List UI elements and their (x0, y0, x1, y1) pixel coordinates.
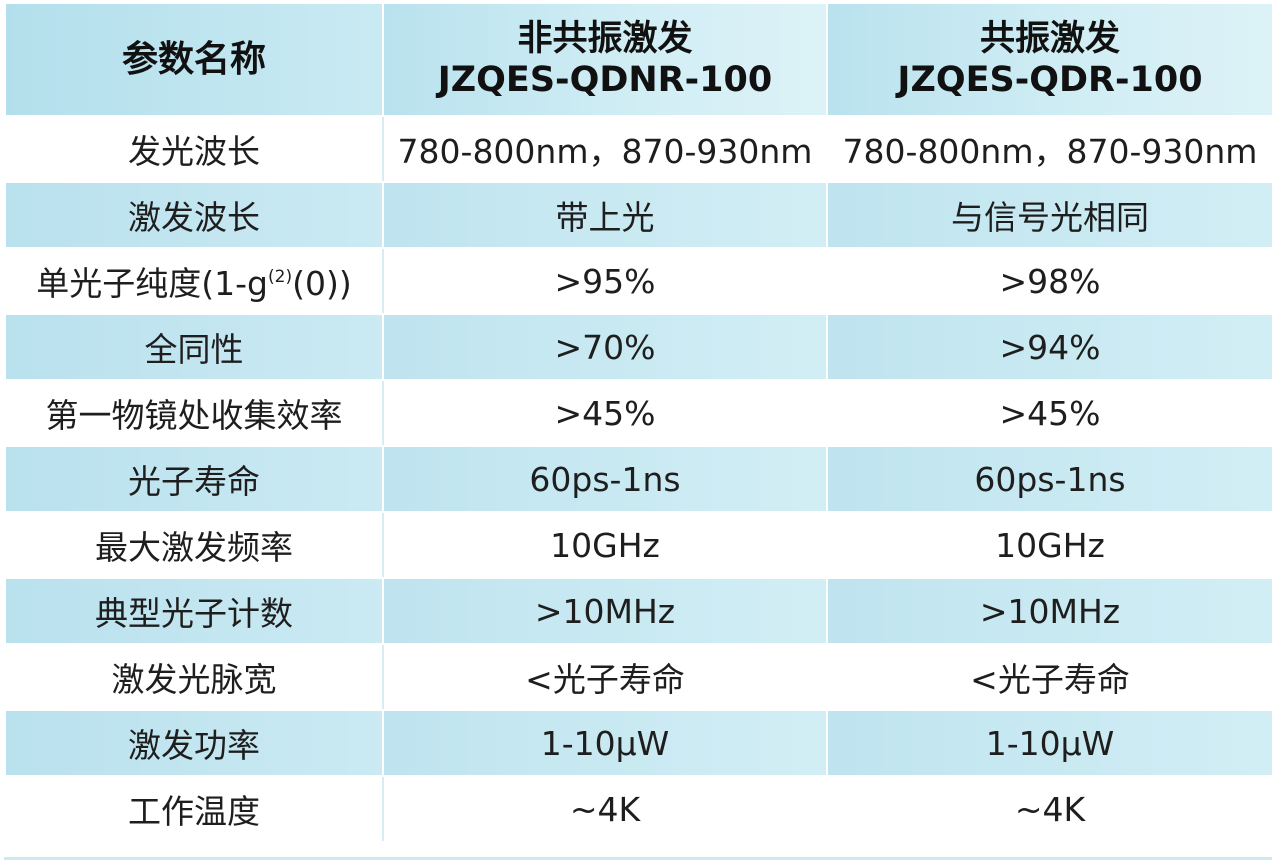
param-cell: 第一物镜处收集效率 (4, 379, 384, 447)
resonant-value-cell: 10GHz (826, 511, 1274, 579)
table-row: 全同性 >70% >94% (4, 313, 1274, 381)
resonant-value-cell: 与信号光相同 (826, 181, 1274, 249)
nonresonant-value-cell: 10GHz (382, 511, 828, 579)
param-cell: 激发光脉宽 (4, 643, 384, 711)
resonant-value-cell: >94% (826, 313, 1274, 381)
nonresonant-value-cell: >45% (382, 379, 828, 447)
resonant-value-cell: 60ps-1ns (826, 445, 1274, 513)
param-cell: 光子寿命 (4, 445, 384, 513)
nonresonant-value-cell: >10MHz (382, 577, 828, 645)
param-column-header: 参数名称 (4, 2, 384, 117)
nonresonant-model: JZQES-QDNR-100 (437, 59, 773, 100)
param-cell: 工作温度 (4, 775, 384, 843)
table-row: 激发波长 带上光 与信号光相同 (4, 181, 1274, 249)
table-row: 光子寿命 60ps-1ns 60ps-1ns (4, 445, 1274, 513)
resonant-value-cell: >45% (826, 379, 1274, 447)
resonant-title: 共振激发 (979, 18, 1120, 59)
nonresonant-value-cell: >70% (382, 313, 828, 381)
nonresonant-value-cell: 1-10μW (382, 709, 828, 777)
param-cell: 激发功率 (4, 709, 384, 777)
param-cell: 典型光子计数 (4, 577, 384, 645)
nonresonant-title: 非共振激发 (517, 18, 693, 59)
table-row: 单光子纯度(1-g(2)(0)) >95% >98% (4, 247, 1274, 315)
purity-label-suffix: (0)) (292, 264, 352, 303)
table-row: 典型光子计数 >10MHz >10MHz (4, 577, 1274, 645)
table-row: 最大激发频率 10GHz 10GHz (4, 511, 1274, 579)
resonant-column-header: 共振激发 JZQES-QDR-100 (826, 2, 1274, 117)
spec-table: 参数名称 非共振激发 JZQES-QDNR-100 共振激发 JZQES-QDR… (4, 2, 1274, 843)
param-cell: 单光子纯度(1-g(2)(0)) (4, 247, 384, 315)
nonresonant-value-cell: 780-800nm，870-930nm (382, 115, 828, 183)
table-row: 发光波长 780-800nm，870-930nm 780-800nm，870-9… (4, 115, 1274, 183)
table-row: 第一物镜处收集效率 >45% >45% (4, 379, 1274, 447)
nonresonant-column-header: 非共振激发 JZQES-QDNR-100 (382, 2, 828, 117)
nonresonant-value-cell: ~4K (382, 775, 828, 843)
resonant-value-cell: 1-10μW (826, 709, 1274, 777)
resonant-model: JZQES-QDR-100 (897, 59, 1203, 100)
resonant-value-cell: 780-800nm，870-930nm (826, 115, 1274, 183)
nonresonant-value-cell: >95% (382, 247, 828, 315)
nonresonant-value-cell: 带上光 (382, 181, 828, 249)
resonant-value-cell: >98% (826, 247, 1274, 315)
nonresonant-value-cell: 60ps-1ns (382, 445, 828, 513)
resonant-value-cell: >10MHz (826, 577, 1274, 645)
table-row: 激发光脉宽 <光子寿命 <光子寿命 (4, 643, 1274, 711)
param-cell: 发光波长 (4, 115, 384, 183)
param-cell: 最大激发频率 (4, 511, 384, 579)
purity-label-superscript: (2) (268, 267, 293, 287)
nonresonant-value-cell: <光子寿命 (382, 643, 828, 711)
table-row: 工作温度 ~4K ~4K (4, 775, 1274, 843)
param-cell: 激发波长 (4, 181, 384, 249)
table-bottom-rule (4, 857, 1272, 860)
resonant-value-cell: <光子寿命 (826, 643, 1274, 711)
table-row: 激发功率 1-10μW 1-10μW (4, 709, 1274, 777)
header-row: 参数名称 非共振激发 JZQES-QDNR-100 共振激发 JZQES-QDR… (4, 2, 1274, 117)
param-cell: 全同性 (4, 313, 384, 381)
purity-label-prefix: 单光子纯度(1-g (36, 264, 268, 303)
resonant-value-cell: ~4K (826, 775, 1274, 843)
